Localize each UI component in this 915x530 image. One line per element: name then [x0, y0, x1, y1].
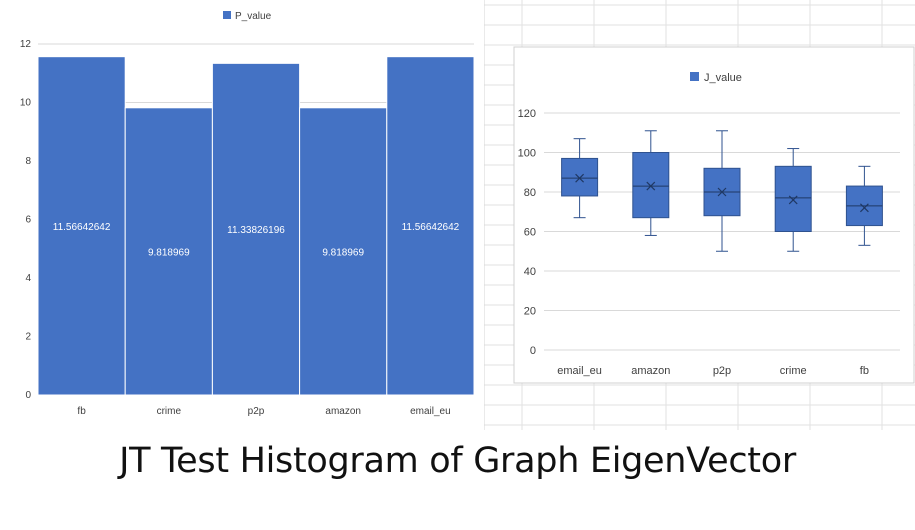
box-x-tick-label: crime [780, 365, 807, 377]
box-mean-marker [859, 203, 869, 213]
box-legend-label: J_value [704, 72, 742, 84]
box-mean-marker [646, 181, 656, 191]
bar-data-label: 9.818969 [148, 247, 190, 258]
box-mean-marker [788, 195, 798, 205]
figure-caption: JT Test Histogram of Graph EigenVector [119, 441, 796, 481]
box-x-tick-label: fb [860, 365, 869, 377]
bar-x-tick-label: fb [77, 406, 86, 417]
bar-email_eu [386, 56, 475, 396]
bar-y-tick-label: 0 [25, 390, 31, 401]
box-x-tick-label: email_eu [557, 365, 602, 377]
box-y-tick-label: 20 [524, 306, 536, 318]
bar-fb [37, 56, 126, 396]
bar-x-tick-label: email_eu [410, 406, 451, 417]
box-p2p [703, 130, 741, 252]
box-y-tick-label: 0 [530, 345, 536, 357]
p-value-bar-chart: 0 2 4 6 8 10 12 11.56642642 9.818969 11.33826196… [20, 11, 475, 417]
bar-x-tick-label: amazon [325, 406, 361, 417]
box-x-tick-label: amazon [631, 365, 670, 377]
box-mean-marker [575, 173, 585, 183]
box-iqr [632, 152, 670, 219]
bar-x-tick-label: crime [157, 406, 182, 417]
bar-amazon [299, 107, 388, 396]
bar-legend-label: P_value [235, 11, 272, 22]
box-y-tick-label: 100 [518, 148, 536, 160]
box-mean-marker [717, 187, 727, 197]
box-y-tick-label: 60 [524, 227, 536, 239]
j-value-box-panel: 0 20 40 60 80 100 120 email_eu amazon p2p crime fb… [484, 0, 915, 430]
box-legend-swatch [690, 72, 699, 81]
bar-data-label: 9.818969 [322, 247, 364, 258]
box-crime [774, 148, 812, 252]
bar-legend-swatch [223, 11, 231, 19]
bar-y-tick-label: 8 [25, 156, 31, 167]
box-iqr [774, 165, 812, 232]
box-y-tick-label: 80 [524, 187, 536, 199]
bar-y-tick-label: 6 [25, 215, 31, 226]
bar-y-tick-label: 4 [25, 273, 31, 284]
bar-x-tick-label: p2p [248, 406, 265, 417]
bar-p2p [211, 62, 301, 396]
bar-data-label: 11.56642642 [402, 222, 460, 233]
box-iqr [561, 157, 599, 197]
bar-y-tick-label: 10 [20, 98, 32, 109]
bar-y-tick-label: 2 [25, 332, 31, 343]
box-email_eu [561, 138, 599, 219]
bar-y-tick-label: 12 [20, 39, 32, 50]
bar-data-label: 11.33826196 [227, 225, 285, 236]
box-x-tick-label: p2p [713, 365, 731, 377]
box-y-tick-label: 120 [518, 108, 536, 120]
box-y-tick-label: 40 [524, 266, 536, 278]
box-fb [845, 165, 883, 246]
bar-crime [124, 107, 213, 396]
bar-data-label: 11.56642642 [53, 222, 111, 233]
box-amazon [632, 130, 670, 236]
